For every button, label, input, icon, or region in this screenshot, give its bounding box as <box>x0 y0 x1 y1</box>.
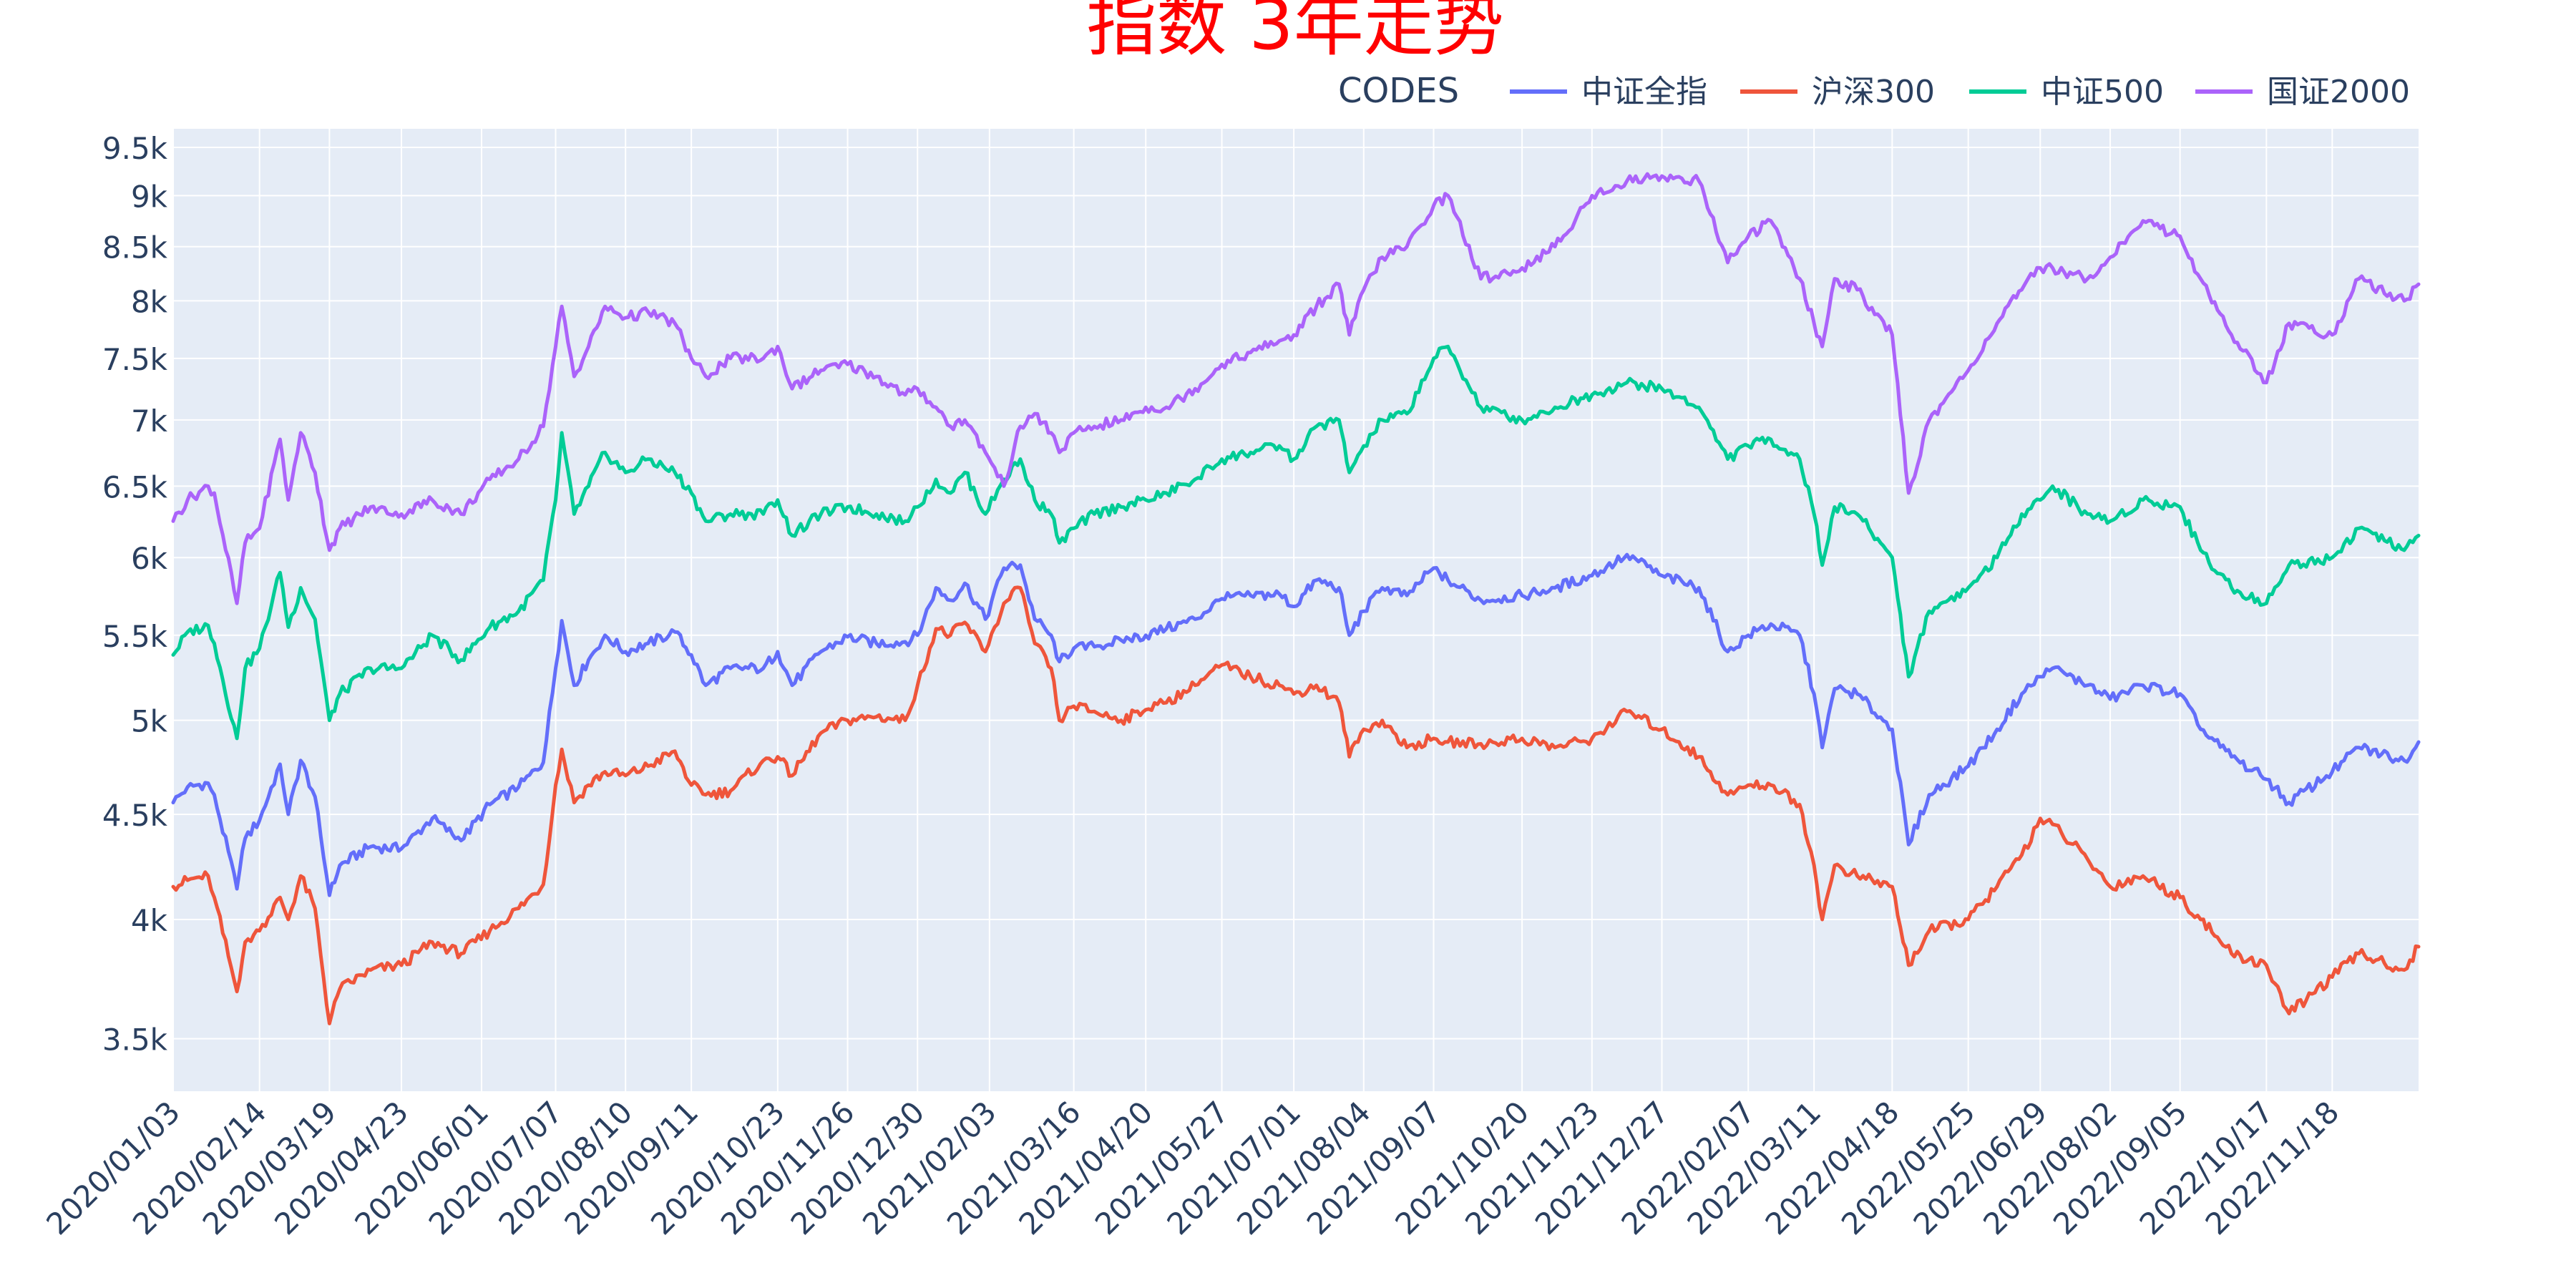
series-lines <box>171 172 2421 1025</box>
y-tick-label: 9k <box>131 179 168 214</box>
y-tick-label: 7k <box>131 404 168 439</box>
y-tick-label: 8.5k <box>102 230 168 265</box>
y-tick-label: 4.5k <box>102 798 168 833</box>
legend-label: 国证2000 <box>2267 74 2410 110</box>
y-tick-label: 6k <box>131 541 168 576</box>
y-tick-label: 3.5k <box>102 1023 168 1058</box>
plot-background <box>173 129 2419 1091</box>
series-line-1 <box>171 552 2421 897</box>
y-tick-label: 7.5k <box>102 342 168 377</box>
y-tick-label: 9.5k <box>102 131 168 166</box>
y-tick-label: 5.5k <box>102 619 168 654</box>
legend-label: 中证全指 <box>1581 74 1707 110</box>
legend-title: CODES <box>1338 71 1459 111</box>
series-line-4 <box>171 172 2421 605</box>
y-tick-label: 5k <box>131 704 168 739</box>
chart-title: 指数 3年走势 <box>1086 0 1504 66</box>
legend: CODES 中证全指 沪深300 中证500 国证2000 <box>1338 71 2410 111</box>
legend-label: 沪深300 <box>1812 74 1935 110</box>
series-line-2 <box>171 585 2421 1025</box>
legend-label: 中证500 <box>2041 74 2164 110</box>
x-axis-ticks: 2020/01/032020/02/142020/03/192020/04/23… <box>39 1094 2346 1241</box>
y-tick-label: 8k <box>131 284 168 319</box>
y-axis-ticks: 3.5k 4k 4.5k 5k 5.5k 6k 6.5k 7k 7.5k 8k 8.5k 9k 9.5k <box>102 131 168 1058</box>
y-tick-label: 6.5k <box>102 469 168 504</box>
series-line-3 <box>171 344 2421 741</box>
y-tick-label: 4k <box>131 903 168 938</box>
gridlines <box>172 129 2419 1091</box>
